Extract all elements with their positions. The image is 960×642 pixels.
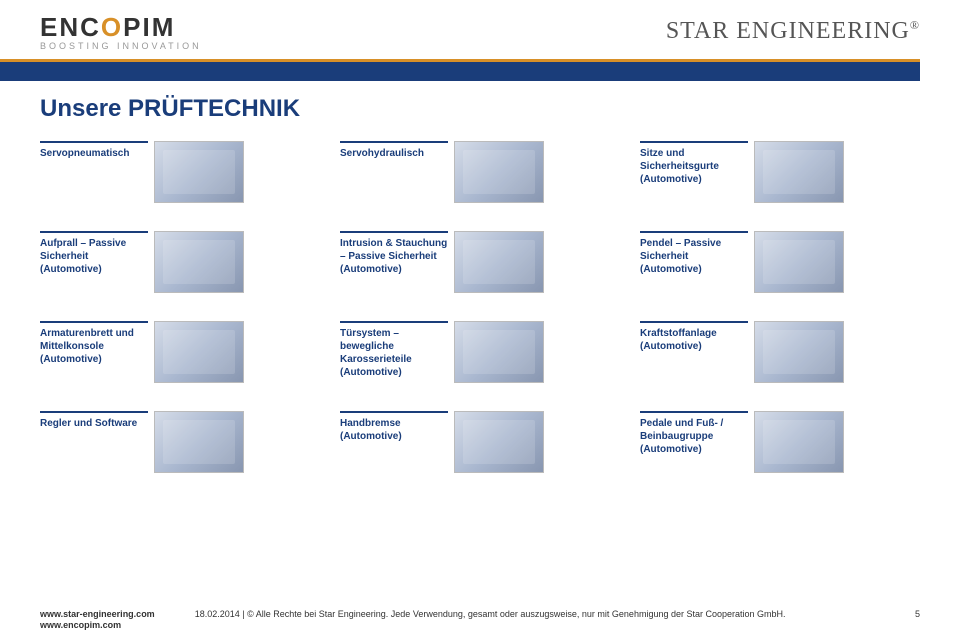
- page-title: Unsere PRÜFTECHNIK: [40, 95, 920, 123]
- label-wrap: Servopneumatisch: [40, 141, 148, 160]
- product-label: Handbremse (Automotive): [340, 417, 448, 443]
- label-divider: [340, 411, 448, 413]
- product-image: [754, 411, 844, 473]
- logo-part: ENC: [40, 12, 101, 42]
- label-wrap: Aufprall – Passive Sicherheit (Automotiv…: [40, 231, 148, 276]
- grid-row: Servopneumatisch Servohydraulisch Sitze un…: [40, 141, 920, 203]
- grid-row: Aufprall – Passive Sicherheit (Automotiv…: [40, 231, 920, 293]
- label-wrap: Armaturenbrett und Mittelkonsole (Automo…: [40, 321, 148, 366]
- label-divider: [340, 321, 448, 323]
- label-divider: [40, 231, 148, 233]
- product-cell: Türsystem – bewegliche Karosserieteile (…: [340, 321, 620, 383]
- label-divider: [40, 321, 148, 323]
- product-cell: Pedale und Fuß- / Beinbaugruppe (Automot…: [640, 411, 920, 473]
- product-cell: Servopneumatisch: [40, 141, 320, 203]
- product-cell: Aufprall – Passive Sicherheit (Automotiv…: [40, 231, 320, 293]
- product-image: [754, 231, 844, 293]
- label-divider: [640, 141, 748, 143]
- product-label: Servopneumatisch: [40, 147, 148, 160]
- product-image: [154, 141, 244, 203]
- product-label: Regler und Software: [40, 417, 148, 430]
- label-divider: [640, 231, 748, 233]
- label-divider: [340, 141, 448, 143]
- logo-star-engineering: STAR ENGINEERING®: [666, 18, 920, 45]
- label-wrap: Türsystem – bewegliche Karosserieteile (…: [340, 321, 448, 379]
- footer-url: www.encopim.com: [40, 620, 155, 632]
- product-cell: Intrusion & Stauchung – Passive Sicherhe…: [340, 231, 620, 293]
- logo-encopim-text: ENCOPIM: [40, 12, 202, 43]
- product-label: Türsystem – bewegliche Karosserieteile (…: [340, 327, 448, 379]
- logo-encopim: ENCOPIM BOOSTING INNOVATION: [40, 12, 202, 51]
- page-number: 5: [915, 609, 920, 632]
- footer-url: www.star-engineering.com: [40, 609, 155, 621]
- label-wrap: Pendel – Passive Sicherheit (Automotive): [640, 231, 748, 276]
- product-label: Armaturenbrett und Mittelkonsole (Automo…: [40, 327, 148, 366]
- logo-encopim-tagline: BOOSTING INNOVATION: [40, 41, 202, 51]
- product-image: [754, 141, 844, 203]
- product-image: [154, 411, 244, 473]
- product-image: [454, 321, 544, 383]
- product-image: [454, 141, 544, 203]
- label-wrap: Handbremse (Automotive): [340, 411, 448, 443]
- product-label: Pedale und Fuß- / Beinbaugruppe (Automot…: [640, 417, 748, 456]
- grid-row: Armaturenbrett und Mittelkonsole (Automo…: [40, 321, 920, 383]
- product-image: [154, 231, 244, 293]
- label-divider: [640, 411, 748, 413]
- product-grid: Servopneumatisch Servohydraulisch Sitze un…: [0, 141, 960, 473]
- product-label: Pendel – Passive Sicherheit (Automotive): [640, 237, 748, 276]
- footer-urls: www.star-engineering.com www.encopim.com: [40, 609, 155, 632]
- label-wrap: Sitze und Sicherheitsgurte (Automotive): [640, 141, 748, 186]
- logo-star-text: STAR ENGINEERING: [666, 18, 910, 44]
- product-label: Intrusion & Stauchung – Passive Sicherhe…: [340, 237, 448, 276]
- product-image: [454, 231, 544, 293]
- product-image: [754, 321, 844, 383]
- product-label: Servohydraulisch: [340, 147, 448, 160]
- label-divider: [340, 231, 448, 233]
- label-wrap: Kraftstoffanlage (Automotive): [640, 321, 748, 353]
- product-image: [154, 321, 244, 383]
- logo-part: PIM: [123, 12, 175, 42]
- product-label: Aufprall – Passive Sicherheit (Automotiv…: [40, 237, 148, 276]
- logo-part-accent: O: [101, 12, 123, 42]
- product-cell: Kraftstoffanlage (Automotive): [640, 321, 920, 383]
- header: ENCOPIM BOOSTING INNOVATION STAR ENGINEE…: [0, 0, 960, 59]
- product-cell: Sitze und Sicherheitsgurte (Automotive): [640, 141, 920, 203]
- product-label: Kraftstoffanlage (Automotive): [640, 327, 748, 353]
- label-divider: [40, 411, 148, 413]
- label-divider: [640, 321, 748, 323]
- header-bar: [0, 59, 920, 81]
- label-wrap: Pedale und Fuß- / Beinbaugruppe (Automot…: [640, 411, 748, 456]
- grid-row: Regler und Software Handbremse (Automotiv…: [40, 411, 920, 473]
- label-wrap: Regler und Software: [40, 411, 148, 430]
- product-cell: Armaturenbrett und Mittelkonsole (Automo…: [40, 321, 320, 383]
- label-divider: [40, 141, 148, 143]
- product-cell: Regler und Software: [40, 411, 320, 473]
- product-cell: Servohydraulisch: [340, 141, 620, 203]
- label-wrap: Intrusion & Stauchung – Passive Sicherhe…: [340, 231, 448, 276]
- product-cell: Handbremse (Automotive): [340, 411, 620, 473]
- registered-icon: ®: [910, 18, 920, 32]
- product-image: [454, 411, 544, 473]
- footer-copyright: 18.02.2014 | © Alle Rechte bei Star Engi…: [155, 609, 915, 632]
- footer: www.star-engineering.com www.encopim.com…: [40, 609, 920, 632]
- label-wrap: Servohydraulisch: [340, 141, 448, 160]
- product-cell: Pendel – Passive Sicherheit (Automotive): [640, 231, 920, 293]
- product-label: Sitze und Sicherheitsgurte (Automotive): [640, 147, 748, 186]
